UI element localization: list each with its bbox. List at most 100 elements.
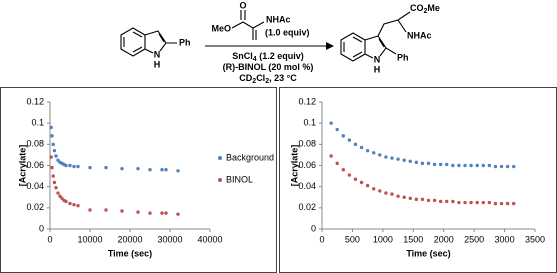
data-point [76,164,80,169]
y-tick-label: 0.12 [298,96,316,106]
atom-label: H [154,59,161,69]
data-point [438,199,443,204]
condition-part: , 23 °C [269,73,297,83]
data-point [329,121,333,125]
reactant-bonds [120,27,177,57]
atom-label: N [374,54,381,64]
data-point [56,158,60,162]
y-tick-label: 0.06 [26,160,44,170]
data-point [88,208,92,212]
arrow-head [326,42,334,50]
x-tick-label: 3500 [525,234,545,244]
y-tick-label: 0 [311,223,316,233]
data-point [426,161,431,166]
x-tick-label: 40000 [197,234,222,244]
reagent-bonds [231,10,265,40]
data-point [408,196,412,201]
data-point [335,161,339,166]
data-point [499,201,504,206]
data-point [148,211,152,215]
data-point [164,168,168,172]
x-tick-label: 10000 [77,234,102,244]
data-point [457,200,461,205]
data-point [68,163,72,168]
atom-label: NHAc [266,14,291,24]
data-point [347,138,352,142]
data-point [50,134,54,138]
data-point [414,160,419,165]
atom-label: NHAc [407,30,432,40]
data-point [341,134,345,138]
data-point [451,199,455,204]
data-point [463,200,467,205]
legend-label: BINOL [226,174,253,184]
data-point [408,159,412,163]
condition: (R)-BINOL (20 mol %) [223,62,314,72]
data-point [420,197,425,202]
atom-part: Me [427,3,440,13]
reagent-amount: (1.0 equiv) [265,27,310,37]
data-point [384,155,388,159]
atom-label: MeO [211,23,231,33]
condition: SnCl4 (1.2 equiv) [232,51,303,62]
y-tick-label: 0.08 [298,139,316,149]
data-point [365,183,370,188]
data-point [451,163,455,168]
y-tick-label: 0.06 [298,160,316,170]
data-point [58,194,62,198]
data-point [414,197,419,202]
data-point [60,196,64,201]
data-point [136,210,140,214]
data-point [469,163,473,168]
data-point [148,168,152,172]
data-point [426,198,431,203]
y-tick-label: 0.1 [31,118,44,128]
data-point [164,211,168,215]
data-point [475,200,479,205]
atom-part: 2 [424,8,428,15]
data-point [475,163,479,168]
data-point [54,186,58,190]
data-point [359,145,364,150]
data-point [390,156,394,160]
data-point [329,154,333,158]
data-point [493,201,498,206]
data-point [176,212,180,216]
data-point [402,158,406,162]
data-point [347,173,352,177]
data-point [378,189,382,193]
data-point [54,154,58,158]
data-point [499,164,504,169]
data-point [335,127,339,132]
condition-part: (R)-BINOL (20 mol %) [223,62,314,72]
atom-part: CO [410,3,424,13]
data-point [88,165,92,170]
substituent-label: Ph [397,52,409,62]
data-point [56,191,60,195]
data-point [51,142,55,147]
condition-part: 2 [252,78,256,85]
data-point [512,164,516,169]
data-point [365,148,370,153]
condition-part: CD [239,73,252,83]
data-point [390,192,394,196]
data-point [160,168,164,172]
condition-part: SnCl [232,51,253,61]
x-tick-label: 500 [345,234,360,244]
data-point [457,163,461,168]
data-point [420,161,425,166]
atom-label: H [374,64,381,74]
x-tick-label: 0 [319,234,324,244]
data-point [68,201,72,206]
y-tick-label: 0.1 [303,118,316,128]
atom-label: O [239,0,246,10]
x-tick-label: 30000 [157,234,182,244]
data-point [445,199,449,204]
x-tick-label: 1000 [373,234,393,244]
legend-label: Background [226,152,274,162]
data-point [396,157,400,161]
y-tick-label: 0.12 [26,96,44,106]
data-point [120,166,124,171]
data-point [76,204,80,208]
